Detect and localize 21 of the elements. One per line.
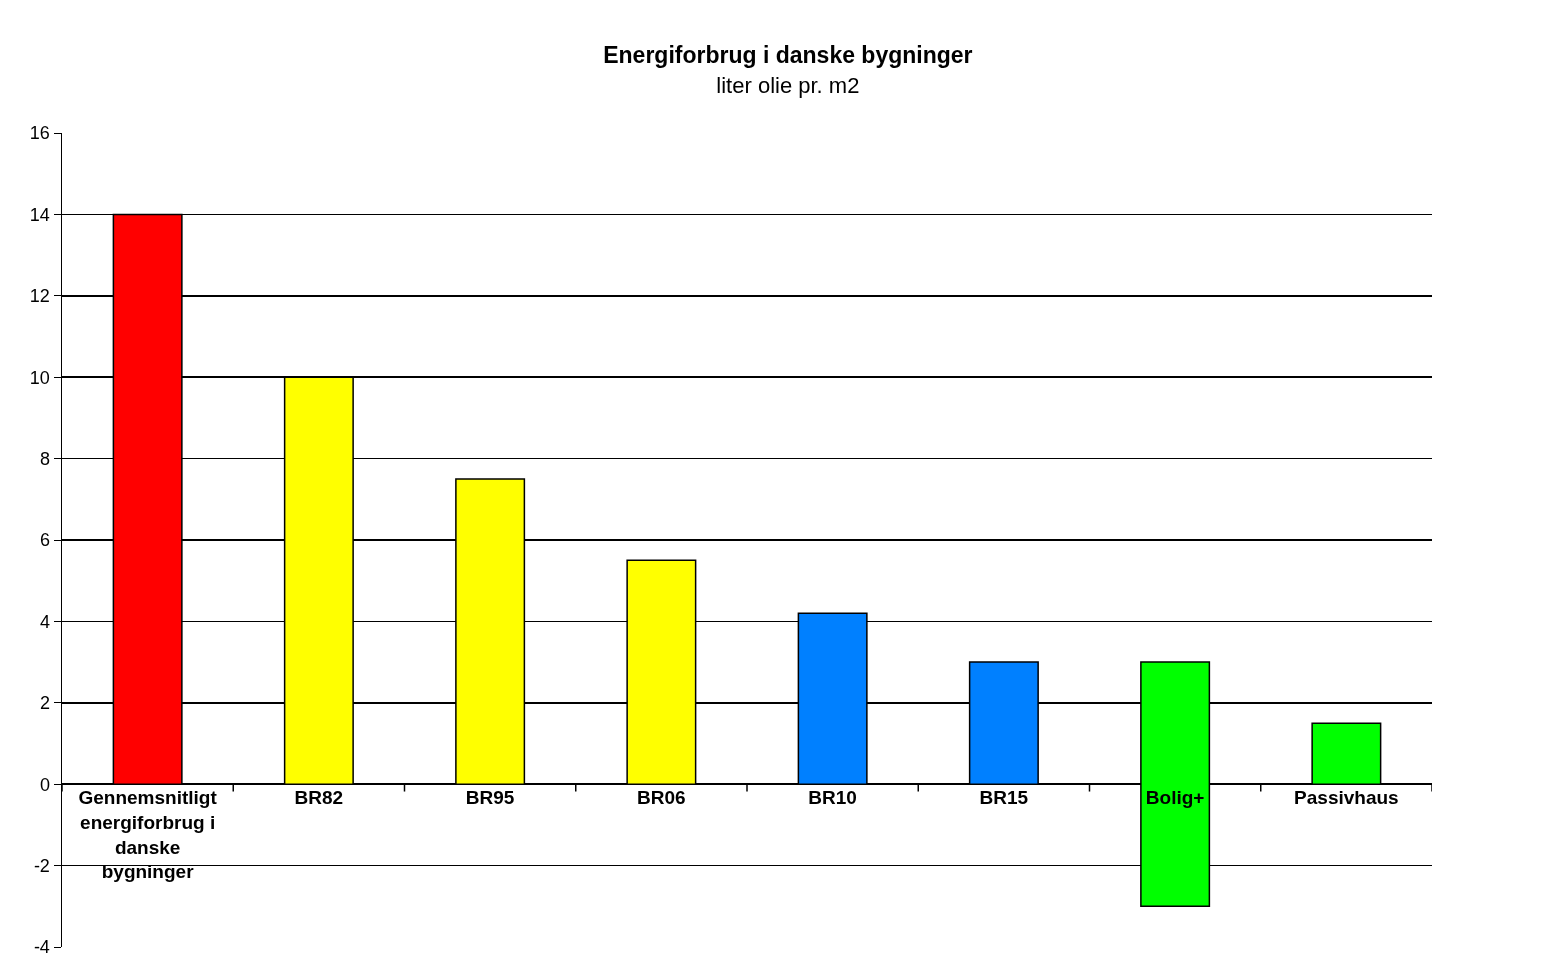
chart-subtitle: liter olie pr. m2 bbox=[716, 73, 860, 99]
y-tick-label: 8 bbox=[39, 448, 50, 469]
x-tick-label: BR82 bbox=[294, 787, 344, 809]
x-tick-label: Bolig+ bbox=[1145, 787, 1205, 809]
x-tick-label: BR95 bbox=[465, 787, 515, 809]
x-tick-label: BR10 bbox=[808, 787, 857, 809]
y-tick-label: 4 bbox=[39, 611, 50, 632]
x-tick-label: Passivhaus bbox=[1294, 787, 1399, 809]
x-tick-label: BR15 bbox=[979, 787, 1029, 809]
y-tick-label: -4 bbox=[33, 937, 50, 958]
y-tick-label: 0 bbox=[39, 774, 50, 795]
y-tick-label: 14 bbox=[29, 204, 50, 225]
y-tick-label: 16 bbox=[29, 123, 50, 144]
chart-title: Energiforbrug i danske bygninger bbox=[603, 42, 973, 69]
x-tick-label: Gennemsnitligt energiforbrug i danske bygninger bbox=[78, 787, 218, 883]
y-tick-label: 12 bbox=[29, 286, 50, 307]
x-tick-label: BR06 bbox=[637, 787, 686, 809]
y-tick-label: 2 bbox=[39, 693, 50, 714]
y-tick-label: -2 bbox=[33, 855, 50, 876]
y-tick-label: 6 bbox=[39, 530, 50, 551]
y-tick-label: 10 bbox=[29, 367, 50, 388]
